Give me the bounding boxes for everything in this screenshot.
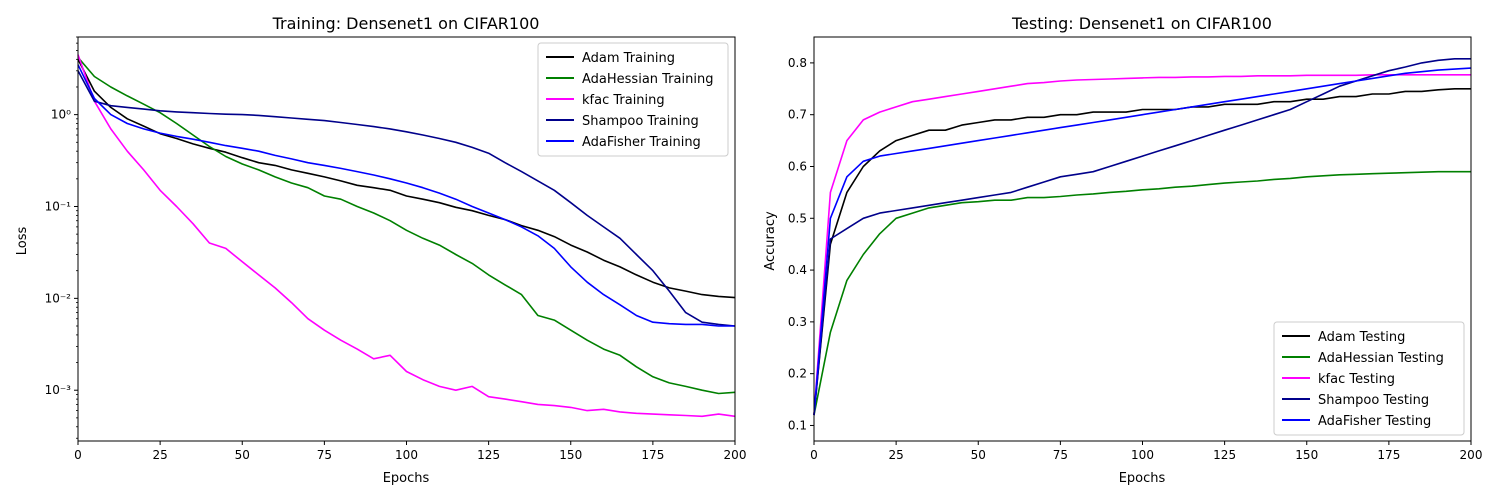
y-tick-label: 10⁰	[51, 108, 71, 122]
series-line-1	[77, 58, 736, 299]
x-tick-label: 25	[888, 448, 903, 462]
series-line-3	[77, 54, 736, 418]
legend-label: Shampoo Training	[582, 114, 699, 129]
legend: Adam Training AdaHessian Training kfac Tra…	[537, 42, 729, 157]
y-tick-label: 10⁻¹	[45, 199, 72, 213]
legend-box	[1273, 321, 1465, 436]
legend-label: kfac Training	[582, 93, 665, 108]
series-line-3	[813, 74, 1471, 416]
x-tick-label: 175	[1377, 448, 1400, 462]
series-line-5	[813, 67, 1472, 416]
legend-label: AdaFisher Testing	[1318, 414, 1431, 429]
series-group	[77, 54, 736, 418]
series-line-4	[77, 70, 736, 327]
x-tick-label: 200	[724, 448, 747, 462]
training-loss-chart: Training: Densenet1 on CIFAR100 Epochs L…	[15, 14, 746, 486]
series-group	[813, 57, 1472, 416]
y-axis-label: Loss	[15, 227, 30, 256]
y-tick-label: 10⁻³	[45, 383, 72, 397]
legend-label: Adam Testing	[1318, 330, 1405, 345]
x-axis-label: Epochs	[383, 471, 430, 486]
legend-label: Shampoo Testing	[1318, 393, 1429, 408]
x-tick-label: 125	[1213, 448, 1236, 462]
x-tick-label: 150	[1295, 448, 1318, 462]
legend-label: AdaFisher Training	[582, 135, 701, 150]
series-line-4	[813, 57, 1471, 416]
y-tick-label: 0.2	[788, 367, 807, 381]
chart-title: Training: Densenet1 on CIFAR100	[272, 14, 540, 33]
x-tick-label: 25	[152, 448, 167, 462]
x-tick-label: 200	[1460, 448, 1483, 462]
x-tick-label: 175	[641, 448, 664, 462]
y-tick-label: 10⁻²	[45, 291, 72, 305]
y-tick-label: 0.4	[788, 263, 807, 277]
testing-accuracy-chart: Testing: Densenet1 on CIFAR100 Epochs Ac…	[763, 14, 1482, 486]
plot-frame	[77, 36, 736, 442]
y-tick-label: 0.5	[788, 211, 807, 225]
y-tick-label: 0.6	[788, 159, 807, 173]
axis-ticks: 0 25 50 75 100 125 150 175 200 10⁰ 10⁻¹ 10⁻² 10⁻³	[45, 36, 747, 462]
y-tick-label: 0.3	[788, 315, 807, 329]
y-tick-label: 0.1	[788, 418, 807, 432]
x-axis-label: Epochs	[1119, 471, 1166, 486]
series-line-5	[77, 64, 735, 327]
legend-label: AdaHessian Training	[582, 72, 713, 87]
plot-frame	[813, 36, 1472, 442]
x-tick-label: 75	[1053, 448, 1068, 462]
axis-ticks: 0 25 50 75 100 125 150 175 200 0.1 0.2 0.3 0.4 0.5 0.6…	[788, 56, 1483, 462]
legend: Adam Testing AdaHessian Testing kfac Testi…	[1273, 321, 1465, 436]
x-tick-label: 125	[477, 448, 500, 462]
x-tick-label: 50	[971, 448, 986, 462]
legend-label: Adam Training	[582, 51, 675, 66]
y-tick-label: 0.8	[788, 56, 807, 70]
x-tick-label: 0	[74, 448, 82, 462]
x-tick-label: 150	[559, 448, 582, 462]
x-tick-label: 0	[810, 448, 818, 462]
y-tick-label: 0.7	[788, 108, 807, 122]
x-tick-label: 50	[235, 448, 250, 462]
series-line-2	[77, 56, 736, 395]
x-tick-label: 100	[395, 448, 418, 462]
y-axis-label: Accuracy	[763, 211, 778, 271]
legend-label: AdaHessian Testing	[1318, 351, 1444, 366]
legend-box	[537, 42, 729, 157]
series-line-2	[813, 170, 1471, 416]
x-tick-label: 100	[1131, 448, 1154, 462]
series-line-1	[813, 88, 1471, 416]
x-tick-label: 75	[317, 448, 332, 462]
legend-label: kfac Testing	[1318, 372, 1395, 387]
chart-title: Testing: Densenet1 on CIFAR100	[1011, 14, 1272, 33]
